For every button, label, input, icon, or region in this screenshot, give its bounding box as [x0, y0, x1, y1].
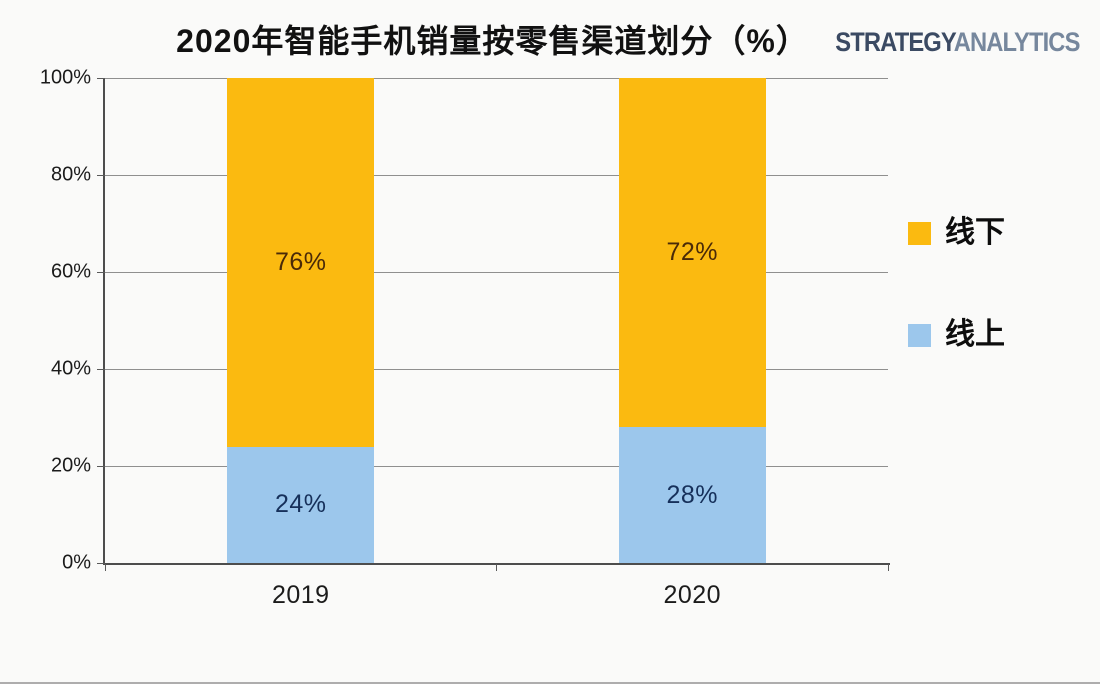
- x-axis-tick-0: [104, 564, 106, 571]
- y-axis-tick-label-100: 100%: [39, 66, 91, 89]
- legend-item-线下: 线下: [908, 218, 1005, 248]
- y-axis-line: [103, 78, 105, 563]
- plot-area: 0% 20% 40% 60% 80% 100% 76% 24% 2019 72% 28% 2020: [40, 67, 890, 609]
- legend-swatch-线上: [908, 323, 931, 347]
- y-axis-tick-20: [97, 465, 105, 467]
- bar-segment-value-label: 76%: [274, 247, 327, 276]
- gridline-20: [105, 466, 888, 467]
- gridline-60: [105, 272, 888, 273]
- legend-swatch-线下: [908, 221, 931, 245]
- y-axis-tick-0: [97, 562, 105, 564]
- legend-label-线下: 线下: [945, 216, 1005, 249]
- y-axis-tick-60: [97, 271, 105, 273]
- x-axis-tick-1: [496, 564, 497, 571]
- chart-title: 2020年智能手机销量按零售渠道划分（%）: [176, 23, 809, 59]
- bar-segment-value-label: 24%: [274, 490, 327, 519]
- gridline-80: [105, 175, 888, 176]
- gridline-40: [105, 369, 888, 370]
- bar-segment-value-label: 72%: [666, 238, 719, 267]
- bar-segment-线下-2020: 72%: [618, 78, 766, 428]
- stacked-bar-2019: 76% 24%: [227, 78, 375, 563]
- stacked-bar-2020: 72% 28%: [618, 78, 766, 563]
- x-axis-category-label-2020: 2020: [663, 581, 722, 609]
- x-axis-tick-2: [887, 564, 889, 571]
- legend: 线下 线上: [908, 218, 1005, 422]
- legend-label-线上: 线上: [945, 318, 1005, 351]
- logo-part-analytics: ANALYTICS: [954, 27, 1081, 57]
- y-axis-tick-label-0: 0%: [62, 551, 91, 574]
- strategy-analytics-logo: STRATEGYANALYTICS: [835, 27, 1081, 58]
- y-axis-tick-100: [97, 77, 105, 79]
- y-axis-tick-80: [97, 174, 105, 176]
- bar-segment-线下-2019: 76%: [227, 78, 375, 447]
- y-axis-tick-40: [97, 368, 105, 370]
- bar-segment-线上-2019: 24%: [227, 446, 375, 563]
- legend-item-线上: 线上: [908, 320, 1005, 350]
- bar-segment-value-label: 28%: [666, 480, 719, 509]
- x-axis-category-label-2019: 2019: [271, 581, 330, 609]
- y-axis-tick-label-80: 80%: [50, 163, 91, 186]
- y-axis-tick-label-20: 20%: [50, 454, 91, 477]
- y-axis-tick-label-40: 40%: [50, 357, 91, 380]
- gridline-100: [105, 78, 888, 79]
- logo-part-strategy: STRATEGY: [835, 27, 955, 57]
- bar-segment-线上-2020: 28%: [618, 427, 766, 563]
- y-axis-tick-label-60: 60%: [50, 260, 91, 283]
